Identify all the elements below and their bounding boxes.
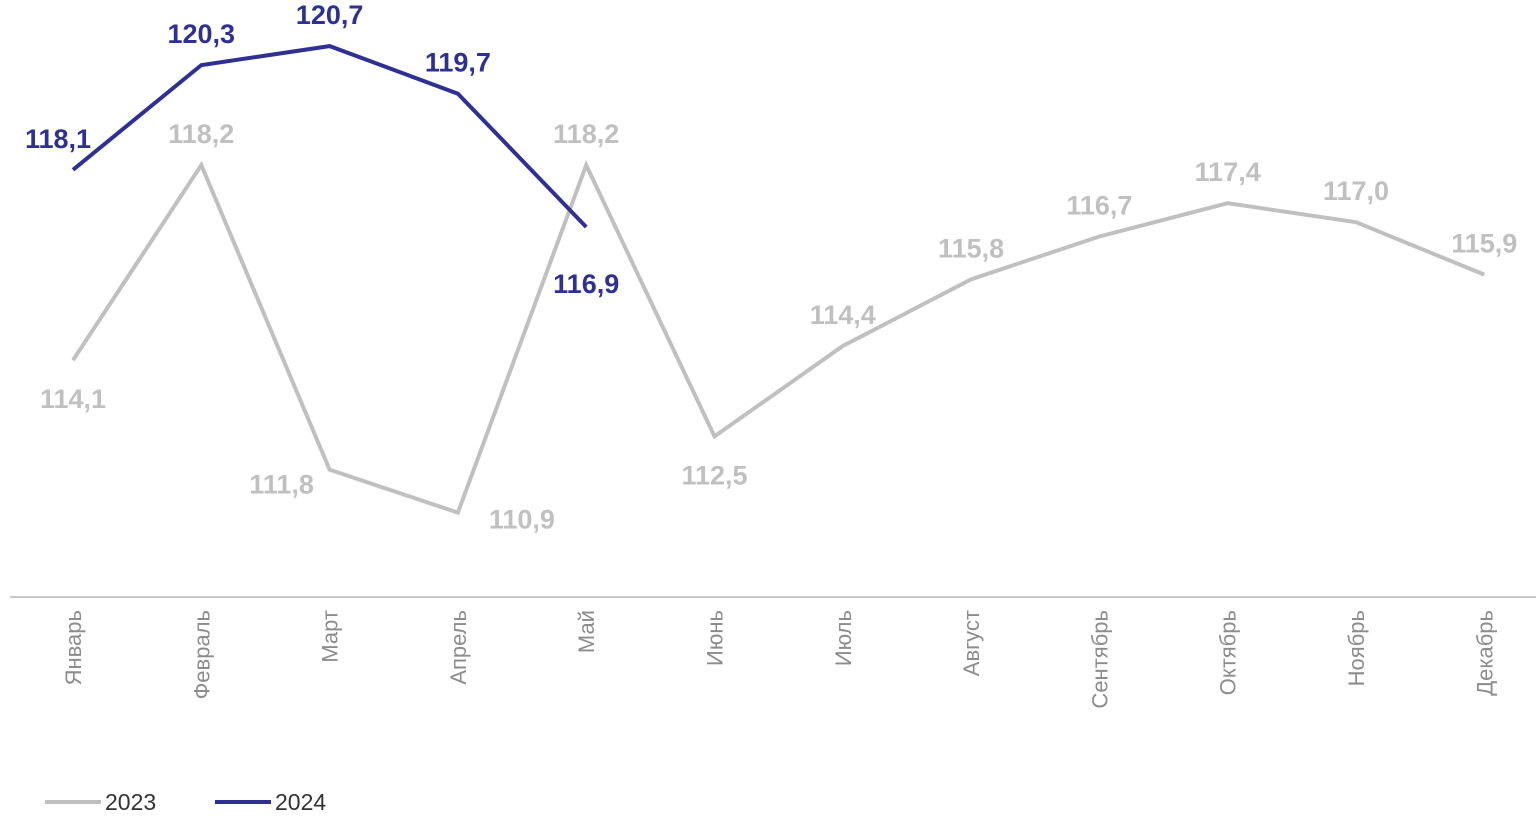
data-label-2023-4: 118,2: [553, 119, 619, 149]
data-label-2023-6: 114,4: [810, 300, 876, 330]
data-label-2024-0: 118,1: [25, 124, 91, 154]
x-tick-label: Ноябрь: [1344, 610, 1369, 686]
x-tick-label: Июль: [831, 610, 856, 666]
x-tick-label: Август: [959, 610, 984, 676]
x-tick-label: Октябрь: [1216, 610, 1241, 695]
data-label-2024-4: 116,9: [553, 269, 619, 299]
x-tick-label: Январь: [61, 610, 86, 685]
data-label-2024-2: 120,7: [296, 0, 364, 30]
data-label-2023-5: 112,5: [681, 460, 747, 490]
legend-label-2024: 2024: [275, 789, 326, 815]
x-tick-label: Июнь: [703, 610, 728, 666]
data-label-2023-3: 110,9: [489, 505, 555, 535]
data-label-2023-1: 118,2: [168, 119, 234, 149]
data-label-2024-3: 119,7: [425, 48, 491, 78]
data-label-2024-1: 120,3: [168, 19, 236, 49]
x-tick-label: Февраль: [189, 610, 214, 699]
legend-label-2023: 2023: [105, 789, 156, 815]
data-label-2023-10: 117,0: [1323, 176, 1389, 206]
data-label-2023-2: 111,8: [249, 470, 314, 500]
x-tick-label: Декабрь: [1472, 610, 1497, 696]
x-tick-label: Апрель: [446, 610, 471, 685]
series-line-2023: [71, 159, 1486, 516]
data-label-2023-0: 114,1: [40, 384, 106, 414]
data-labels: 114,1 118,2 111,8 110,9 118,2 112,5 114,4 115,8…: [25, 0, 1517, 535]
x-tick-label: Март: [318, 610, 343, 663]
series-line-2024: [71, 44, 588, 229]
data-label-2023-9: 117,4: [1195, 157, 1261, 187]
data-label-2023-11: 115,9: [1451, 229, 1517, 259]
data-label-2023-8: 116,7: [1066, 191, 1132, 221]
x-tick-label: Сентябрь: [1087, 610, 1112, 709]
legend: 2023 2024: [45, 789, 326, 815]
series-lines: [71, 44, 1486, 516]
x-axis-tick-labels: Январь Февраль Март Апрель Май Июнь Июль Август…: [61, 610, 1497, 709]
data-label-2023-7: 115,8: [938, 233, 1004, 263]
x-tick-label: Май: [574, 610, 599, 653]
